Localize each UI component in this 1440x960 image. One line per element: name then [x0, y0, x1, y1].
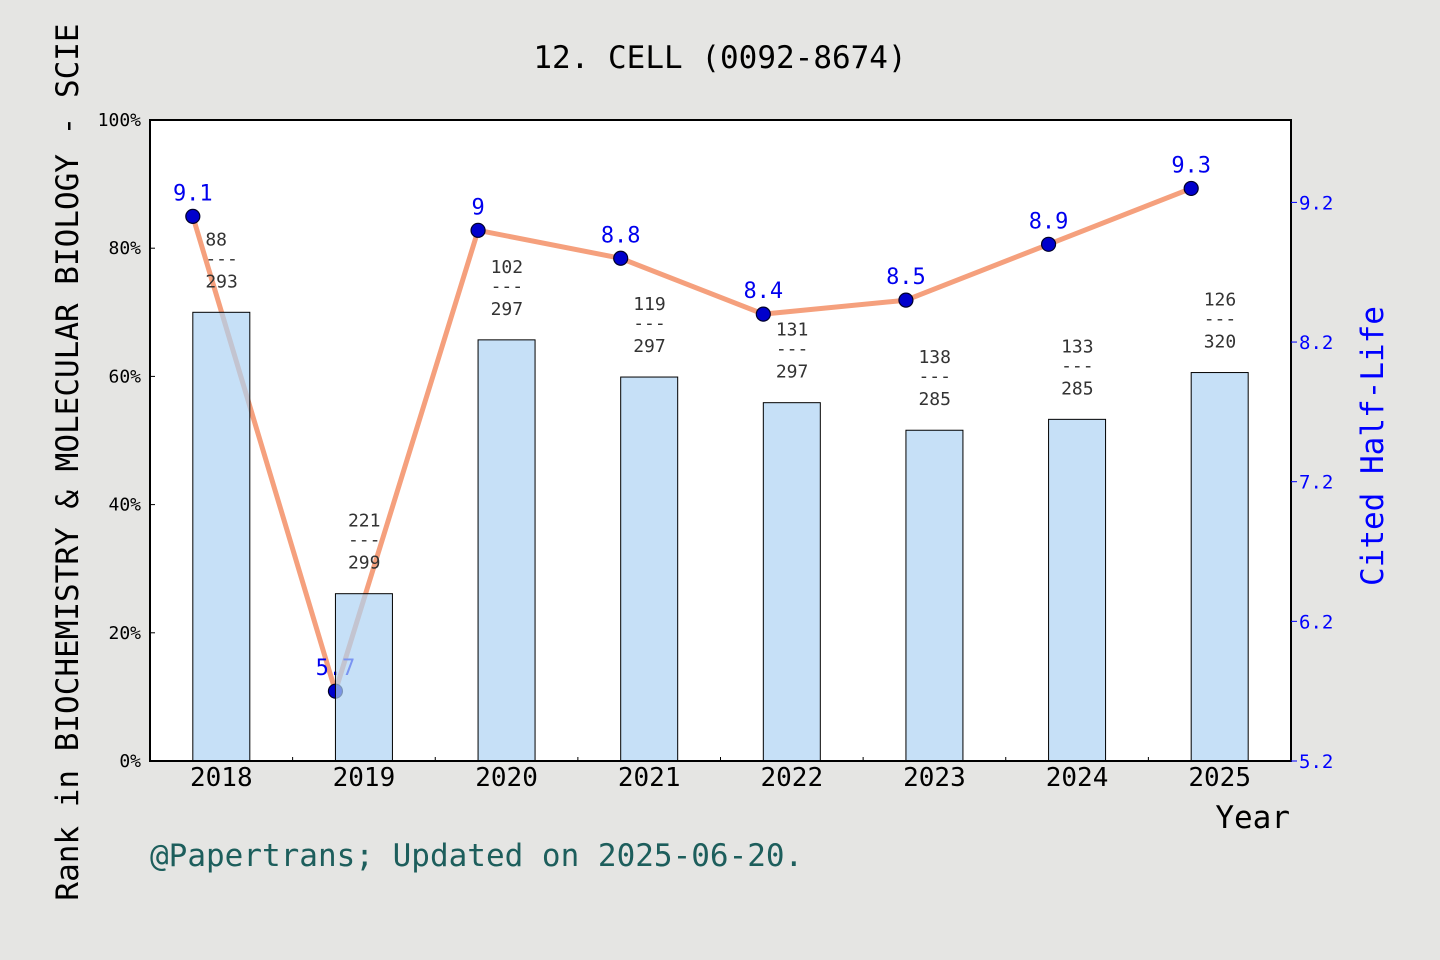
rank-bar: [192, 311, 251, 762]
rank-total-label: 285: [918, 389, 951, 410]
y-tick-label: 100%: [98, 110, 142, 131]
chart-title: 12. CELL (0092-8674): [533, 40, 906, 76]
half-life-value-label: 9: [471, 195, 484, 220]
y-axis-left: 0% 20% 40% 60% 80% 100%: [98, 110, 155, 772]
x-tick-label: 2019: [333, 763, 396, 793]
half-life-value-label: 9.1: [173, 181, 213, 206]
half-life-value-label: 8.5: [886, 265, 926, 290]
x-tick-label: 2018: [190, 763, 253, 793]
x-tick-label: 2022: [761, 763, 824, 793]
rank-bar: [477, 339, 536, 762]
y-tick-label: 40%: [108, 495, 141, 516]
y2-tick-label: 5.2: [1299, 751, 1333, 773]
rank-bar: [334, 593, 393, 762]
rank-separator: ---: [776, 339, 809, 360]
y2-axis-label: Cited Half-Life: [1355, 306, 1391, 586]
rank-total-label: 297: [633, 336, 666, 357]
y-axis-label: Rank in BIOCHEMISTRY & MOLECULAR BIOLOGY…: [50, 23, 86, 900]
rank-bar: [1190, 372, 1249, 762]
half-life-point: [1183, 180, 1199, 197]
half-life-value-label: 8.4: [743, 279, 783, 304]
half-life-value-label: 8.9: [1029, 209, 1069, 234]
rank-total-label: 320: [1204, 332, 1237, 353]
x-axis-label: Year: [1215, 800, 1290, 836]
rank-bar: [905, 429, 964, 762]
x-tick-label: 2024: [1046, 763, 1109, 793]
x-tick-label: 2020: [475, 763, 538, 793]
rank-label: 88: [205, 229, 227, 250]
rank-bar: [762, 402, 821, 762]
rank-bar-layer: [192, 311, 1249, 762]
y-tick-label: 80%: [108, 238, 141, 259]
rank-separator: ---: [1061, 355, 1094, 376]
y2-tick-label: 8.2: [1299, 332, 1333, 354]
half-life-point: [185, 208, 201, 224]
y-tick-label: 20%: [108, 623, 141, 644]
rank-label: 102: [491, 257, 524, 278]
rank-label: 126: [1204, 290, 1237, 311]
y-tick-label: 0%: [119, 751, 141, 772]
half-life-point: [755, 306, 771, 322]
rank-total-label: 299: [348, 553, 381, 574]
rank-separator: ---: [491, 276, 524, 297]
rank-bar: [620, 376, 679, 762]
half-life-value-label: 9.3: [1171, 153, 1211, 178]
rank-label: 133: [1061, 336, 1094, 357]
rank-label: 119: [633, 294, 666, 315]
footnote: @Papertrans; Updated on 2025-06-20.: [150, 838, 803, 874]
x-tick-label: 2023: [903, 763, 966, 793]
x-tick-label: 2025: [1188, 763, 1251, 793]
rank-total-label: 285: [1061, 378, 1094, 399]
half-life-point: [470, 222, 486, 238]
rank-label: 138: [918, 347, 951, 368]
y2-tick-label: 9.2: [1299, 192, 1333, 214]
rank-total-label: 297: [776, 362, 809, 383]
rank-separator: ---: [1204, 309, 1237, 330]
half-life-point: [898, 292, 914, 308]
half-life-point: [1040, 236, 1057, 252]
half-life-point: [613, 250, 629, 266]
y2-tick-label: 7.2: [1299, 472, 1333, 494]
x-tick-label: 2021: [618, 763, 681, 793]
rank-separator: ---: [205, 248, 238, 269]
rank-label: 221: [348, 511, 381, 532]
rank-total-label: 293: [205, 271, 238, 292]
rank-label: 131: [776, 320, 809, 341]
y-axis-right: 5.2 6.2 7.2 8.2 9.2: [1291, 192, 1333, 773]
rank-separator: ---: [348, 530, 381, 551]
rank-bar: [1048, 418, 1107, 762]
y2-tick-label: 6.2: [1299, 611, 1333, 633]
half-life-value-label: 8.8: [601, 223, 641, 248]
rank-separator: ---: [633, 313, 666, 334]
y-tick-label: 60%: [108, 366, 141, 387]
rank-separator: ---: [918, 366, 951, 387]
rank-total-label: 297: [491, 299, 524, 320]
x-axis: 2018 2019 2020 2021 2022 2023 2024 2025: [190, 757, 1251, 793]
